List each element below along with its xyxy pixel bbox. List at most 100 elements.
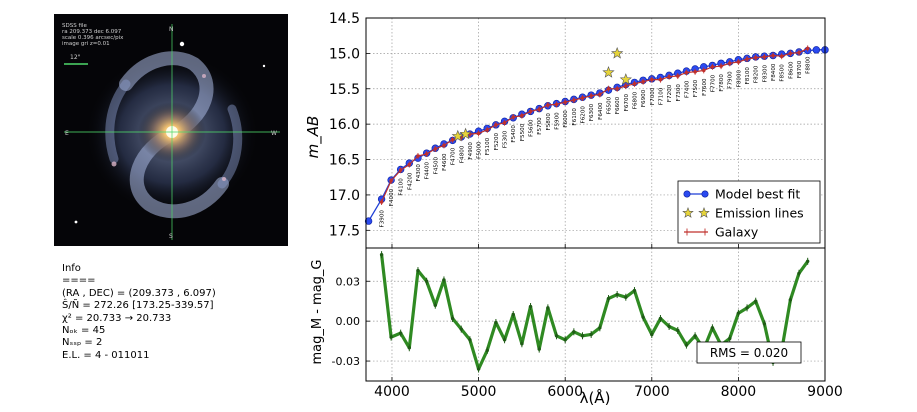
galaxy-point [658,77,663,82]
galaxy-point [745,57,749,61]
galaxy-point [805,46,810,51]
filter-label: F7100 [659,87,665,105]
residual-point [416,268,420,273]
galaxy-point [476,131,481,136]
info-line: E.L. = 4 - 011011 [62,349,150,361]
filter-label: F6500 [607,96,613,114]
filter-label: F7200 [667,84,673,102]
filter-label: F7300 [676,84,682,102]
emission-line-marker [459,127,472,140]
filter-label: F6600 [615,96,621,114]
filter-label: F5400 [511,125,517,143]
legend-entry-label: Model best fit [715,187,800,202]
residual-point [754,299,758,303]
filter-label: F5600 [529,119,535,137]
filter-label: F4300 [416,164,422,182]
filter-label: F5500 [520,123,526,141]
info-line: Info [62,263,81,274]
compass-south: S [169,233,173,240]
galaxy-point [736,60,741,64]
galaxy-point [598,92,602,97]
residual-point [589,332,593,337]
filter-label: F8500 [780,64,786,82]
top-y-tick-label: 14.5 [329,11,360,27]
filter-label: F8200 [754,65,760,83]
filter-label: F6100 [572,108,578,126]
model-point [812,46,821,54]
residual-point [398,331,403,335]
bottom-x-tick-label: 5000 [461,384,497,400]
overlay-line: image gri z=0.01 [62,41,110,47]
x-axis-label: λ(Å) [580,388,611,407]
filter-label: F5000 [477,141,483,159]
galaxy-point [494,123,498,127]
emission-line-marker [602,66,615,78]
galaxy-point [433,147,438,151]
emission-line-marker [619,73,632,85]
residual-point [389,335,393,339]
galaxy-point [442,143,446,148]
bottom-x-tick-label: 6000 [547,384,583,400]
compass: N S E W [65,26,277,240]
filter-label: F8700 [797,60,803,78]
galaxy-point [572,98,576,102]
filter-label: F4500 [433,156,439,174]
residual-point [658,316,663,321]
filter-label: F8400 [771,63,777,81]
filter-label: F4900 [468,142,474,160]
residual-point [615,292,619,297]
galaxy-point [546,103,550,107]
bottom-plot-frame [365,247,826,382]
galaxy-point [589,94,593,98]
galaxy-point [719,64,723,68]
top-y-tick-label: 15.5 [329,82,360,98]
galaxy-point [649,77,654,82]
galaxy-point [710,65,715,69]
filter-label: F8800 [806,56,812,74]
residual-point [797,271,801,275]
filter-label: F3900 [380,210,386,228]
legend-entry-label: Galaxy [715,225,759,240]
galaxy-point [779,54,784,59]
filter-label: F8600 [788,61,794,79]
residual-point [468,338,472,342]
residual-point [546,306,550,310]
info-panel: Info ==== (RA , DEC) = (209.373 , 6.097)… [62,263,292,362]
residual-point [641,315,645,319]
filter-label: F5100 [485,137,491,155]
filter-label: F7700 [710,74,716,92]
bottom-y-tick-label: 0.03 [336,275,361,288]
galaxy-point [485,128,490,132]
model-point [364,217,373,225]
galaxy-point [788,51,793,56]
residual-point [736,311,741,315]
residual-point [728,336,732,341]
filter-label: F6000 [563,110,569,128]
overlay-line: SDSS file [62,23,87,29]
galaxy-point [753,55,758,60]
galaxy-point [771,53,775,58]
residual-point [805,259,810,263]
residual-line [380,254,809,371]
filter-label: F6800 [633,91,639,109]
galaxy-point [632,82,637,86]
top-y-tick-label: 17.5 [329,223,360,239]
filter-label: F8300 [762,64,768,82]
filter-label: F5800 [546,113,552,131]
filter-label: F5700 [537,117,543,135]
galaxy-point [701,68,706,73]
filter-label: F7500 [693,79,699,97]
overlay-line: scale 0.396 arcsec/pix [62,35,124,41]
galaxy-point [684,70,689,75]
legend-model-marker [701,190,709,198]
galaxy-point [675,74,680,78]
galaxy-point [511,115,516,119]
galaxy-point [398,168,403,172]
bottom-x-tick-label: 7000 [634,384,670,400]
residual-point [424,279,429,283]
info-line: Nₒₖ = 45 [62,325,106,337]
top-y-tick-label: 15.0 [329,46,360,62]
residual-point [606,296,611,301]
